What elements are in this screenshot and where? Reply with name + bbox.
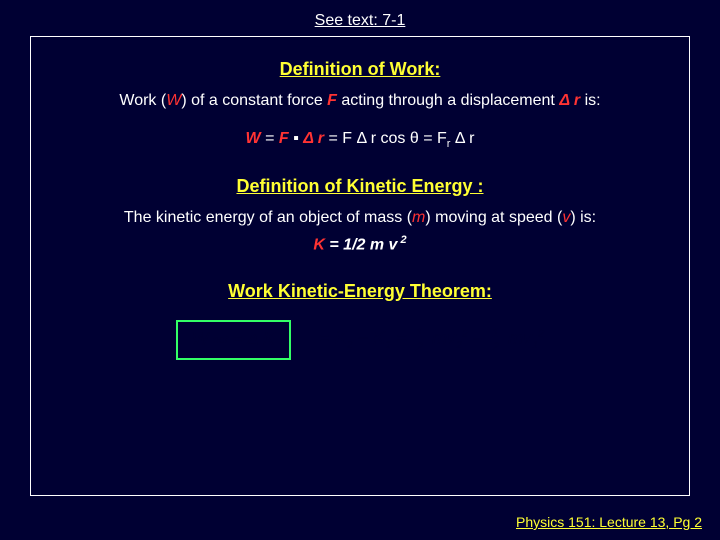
txt: The kinetic energy of an object of mass … [124, 209, 412, 226]
eq-dot: ▪ [289, 130, 304, 147]
theorem-box-eq: Wnet = ΔK [192, 329, 275, 350]
var-m: m [412, 209, 425, 226]
txt: acting through a displacement [337, 92, 559, 109]
txt: ) is: [570, 209, 596, 226]
work-description: Work (W) of a constant force F acting th… [45, 90, 675, 112]
txt: ) moving at speed ( [425, 209, 562, 226]
theorem-rhs: = K2 − K1 = 12 mv22 − 12 mv12 [319, 326, 544, 353]
content-box: Definition of Work: Work (W) of a consta… [30, 36, 690, 496]
eq-ke-sup: 2 [397, 234, 406, 246]
eq-K: K [313, 237, 325, 254]
equation-ke: K = 1/2 m v 2 [45, 234, 675, 254]
see-text-ref: See text: 7-1 [0, 12, 720, 30]
equation-work: W = F ▪ Δ r = F Δ r cos θ = Fr Δ r [45, 130, 675, 150]
theorem-row: Wnet = ΔK = K2 − K1 = 12 mv22 − 12 mv12 [45, 320, 675, 360]
eq-W: W [246, 130, 261, 147]
var-F: F [327, 92, 337, 109]
heading-definition-ke: Definition of Kinetic Energy : [45, 176, 675, 197]
eq-dr: Δ r [303, 130, 324, 147]
heading-definition-work: Definition of Work: [45, 59, 675, 80]
eq-F: F [279, 130, 289, 147]
heading-theorem: Work Kinetic-Energy Theorem: [45, 281, 675, 302]
footer-pagenum: Physics 151: Lecture 13, Pg 2 [516, 514, 702, 530]
var-dr: Δ r [559, 92, 580, 109]
txt: ) of a constant force [181, 92, 327, 109]
eq-end: Δ r [450, 130, 474, 147]
txt: is: [580, 92, 600, 109]
eq-eq: = [261, 130, 279, 147]
eq-ke-body: = 1/2 m v [325, 237, 398, 254]
eq-mid: = F Δ r cos θ = F [324, 130, 447, 147]
ke-description: The kinetic energy of an object of mass … [45, 207, 675, 229]
txt: Work ( [119, 92, 166, 109]
var-W: W [166, 92, 181, 109]
theorem-boxed: Wnet = ΔK [176, 320, 291, 360]
